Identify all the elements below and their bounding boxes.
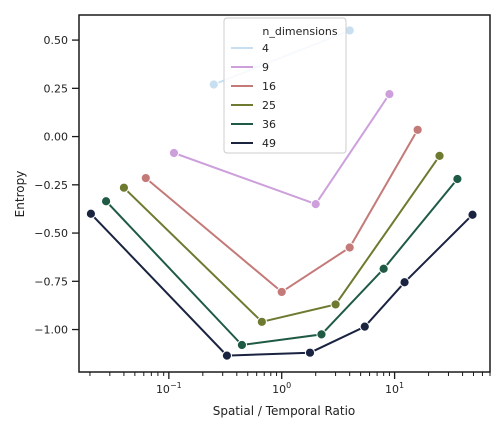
- data-point: [412, 124, 423, 135]
- legend-entry: 49: [262, 137, 276, 150]
- plot-frame: [78, 14, 491, 373]
- series-line: [123, 155, 441, 323]
- series-16: [140, 124, 423, 298]
- series-line: [90, 213, 474, 357]
- series-9: [168, 89, 395, 210]
- y-tick-label: 0.25: [44, 82, 69, 95]
- data-point: [316, 329, 327, 340]
- x-tick-label: 10−1: [156, 381, 182, 396]
- data-point: [256, 316, 267, 327]
- y-tick-label: 0.00: [44, 131, 69, 144]
- data-point: [359, 321, 370, 332]
- data-point: [236, 339, 248, 351]
- data-point: [168, 147, 180, 159]
- data-point: [384, 89, 395, 100]
- series-line: [145, 129, 419, 294]
- legend-box: [223, 17, 347, 154]
- legend-entry: 4: [262, 42, 269, 55]
- legend-entry: 36: [262, 118, 276, 131]
- data-point: [378, 263, 389, 274]
- data-point: [399, 277, 410, 288]
- data-point: [310, 199, 321, 210]
- data-point: [208, 79, 219, 90]
- x-tick-label: 101: [385, 381, 404, 396]
- data-point: [118, 182, 130, 193]
- axes: 10−1 100 101 0.50 0.25 0.00 −0.25 −0.50 −0.75 −1.…: [34, 14, 491, 396]
- legend-entry: 16: [262, 80, 276, 93]
- data-point: [304, 347, 316, 358]
- x-tick-label: 100: [272, 381, 291, 396]
- data-point: [452, 173, 463, 185]
- data-point: [467, 209, 478, 220]
- y-tick-label: 0.50: [44, 34, 69, 47]
- series-49: [85, 208, 478, 361]
- data-point: [85, 208, 97, 219]
- legend-entry: 25: [262, 99, 276, 112]
- y-tick-label: −1.00: [34, 324, 68, 337]
- legend-entry: 9: [262, 61, 269, 74]
- series-layer: [85, 25, 478, 361]
- series-25: [118, 150, 445, 327]
- series-line: [105, 178, 459, 347]
- series-36: [100, 173, 463, 351]
- data-point: [330, 299, 341, 310]
- x-axis-label: Spatial / Temporal Ratio: [213, 404, 356, 418]
- data-point: [276, 286, 287, 298]
- y-tick-label: −0.50: [34, 227, 68, 240]
- data-point: [344, 242, 355, 253]
- data-point: [221, 350, 233, 361]
- y-axis-label: Entropy: [13, 171, 27, 218]
- y-tick-label: −0.75: [34, 275, 68, 288]
- data-point: [140, 172, 151, 184]
- y-tick-label: −0.25: [34, 179, 68, 192]
- data-point: [100, 196, 112, 207]
- data-point: [434, 150, 445, 161]
- legend-title: n_dimensions: [262, 25, 337, 38]
